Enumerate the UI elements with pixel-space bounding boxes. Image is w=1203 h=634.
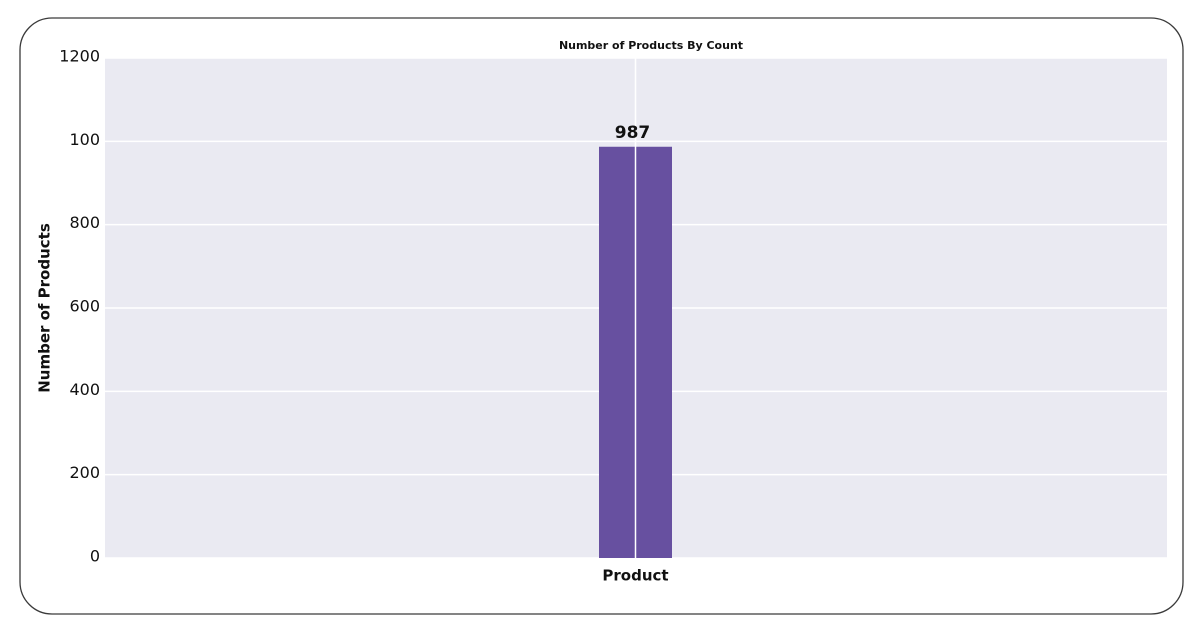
x-tick-label: Product xyxy=(602,567,668,585)
chart-title: Number of Products By Count xyxy=(559,39,743,52)
y-tick-label: 800 xyxy=(69,213,100,232)
y-tick-label: 600 xyxy=(69,297,100,316)
y-tick-label: 1200 xyxy=(59,47,100,66)
value-label: 987 xyxy=(615,123,651,143)
y-tick-label: 0 xyxy=(90,547,100,566)
y-tick-label: 100 xyxy=(69,130,100,149)
y-tick-label: 400 xyxy=(69,380,100,399)
y-tick-label: 200 xyxy=(69,463,100,482)
y-axis-label: Number of Products xyxy=(36,223,54,393)
